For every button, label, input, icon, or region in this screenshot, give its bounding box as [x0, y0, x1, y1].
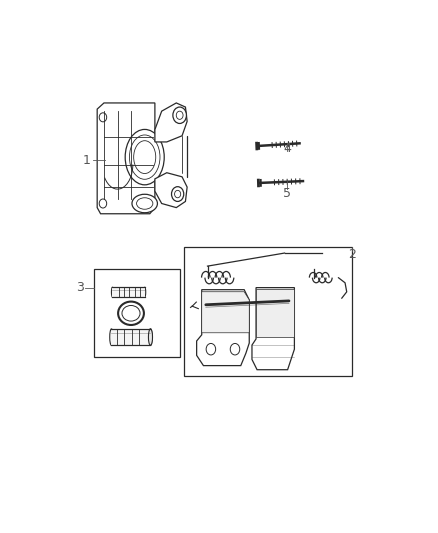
Circle shape — [173, 107, 187, 124]
Circle shape — [99, 113, 107, 122]
Ellipse shape — [288, 298, 290, 304]
Ellipse shape — [111, 287, 113, 297]
Polygon shape — [113, 287, 145, 297]
Ellipse shape — [129, 135, 160, 179]
Ellipse shape — [125, 130, 164, 185]
Circle shape — [176, 111, 183, 119]
Circle shape — [172, 187, 184, 201]
Ellipse shape — [148, 329, 152, 345]
Circle shape — [175, 190, 181, 198]
Ellipse shape — [144, 287, 146, 297]
Bar — [94, 269, 180, 358]
Ellipse shape — [134, 141, 156, 174]
Ellipse shape — [132, 194, 157, 213]
Polygon shape — [252, 288, 294, 370]
Ellipse shape — [137, 198, 153, 209]
Polygon shape — [155, 103, 187, 142]
Polygon shape — [256, 289, 294, 337]
Text: 2: 2 — [348, 248, 356, 261]
Ellipse shape — [149, 329, 152, 345]
Ellipse shape — [204, 301, 208, 309]
Text: 4: 4 — [283, 142, 291, 155]
Polygon shape — [155, 173, 187, 207]
Text: 5: 5 — [283, 187, 291, 200]
Polygon shape — [111, 329, 151, 345]
Polygon shape — [197, 290, 249, 366]
Circle shape — [206, 343, 215, 355]
Ellipse shape — [118, 302, 144, 325]
Polygon shape — [97, 103, 155, 214]
Polygon shape — [202, 292, 249, 333]
Circle shape — [99, 199, 107, 208]
Circle shape — [230, 343, 240, 355]
Ellipse shape — [110, 329, 113, 345]
Ellipse shape — [213, 301, 215, 308]
Bar — [184, 247, 352, 376]
Text: 3: 3 — [76, 281, 84, 294]
Ellipse shape — [122, 305, 140, 321]
Text: 1: 1 — [83, 154, 91, 167]
